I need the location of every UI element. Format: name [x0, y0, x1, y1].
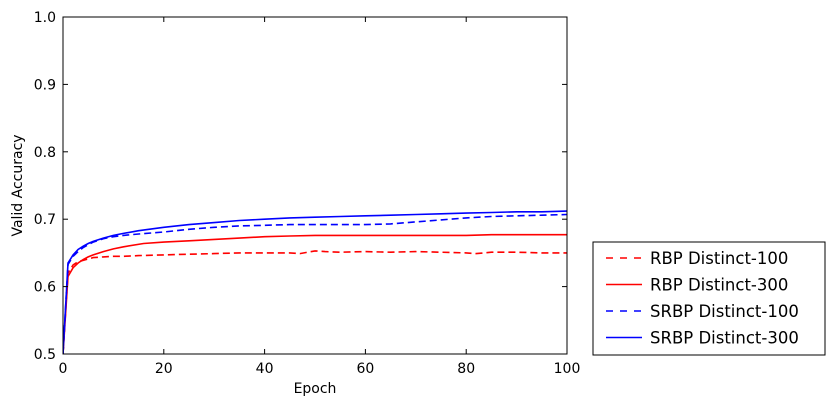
x-tick-label: 60: [356, 361, 374, 377]
legend-box: [592, 241, 826, 356]
x-axis-label: Epoch: [294, 381, 337, 397]
ticks-layer: 0 20 40 60 80 100 0.5 0.6 0.7 0.8 0.9 1.0: [34, 10, 581, 377]
y-tick-label: 0.9: [34, 77, 56, 93]
x-tick-label: 0: [59, 361, 68, 377]
y-tick-label: 0.8: [34, 145, 56, 161]
x-tick-label: 100: [554, 361, 581, 377]
plot-frame: [62, 16, 568, 355]
y-tick-label: 0.7: [34, 212, 56, 228]
x-tick-label: 80: [457, 361, 475, 377]
legend-label: SRBP Distinct-300: [650, 329, 799, 348]
series-line-1: [63, 250, 567, 354]
y-tick-label: 0.5: [34, 347, 56, 363]
legend-label: RBP Distinct-100: [650, 249, 788, 268]
legend-label: RBP Distinct-300: [650, 276, 788, 295]
x-tick-label: 40: [256, 361, 274, 377]
series-layer: [63, 210, 567, 354]
series-line-2: [63, 233, 567, 354]
y-axis-label: Valid Accuracy: [10, 134, 26, 236]
y-tick-label: 1.0: [34, 10, 56, 26]
y-tick-label: 0.6: [34, 280, 56, 296]
series-line-3: [63, 213, 567, 354]
legend-label: SRBP Distinct-100: [650, 302, 799, 321]
x-tick-label: 20: [155, 361, 173, 377]
legend: RBP Distinct-100 RBP Distinct-300 SRBP Dis…: [592, 241, 826, 356]
series-line-4: [63, 210, 567, 354]
